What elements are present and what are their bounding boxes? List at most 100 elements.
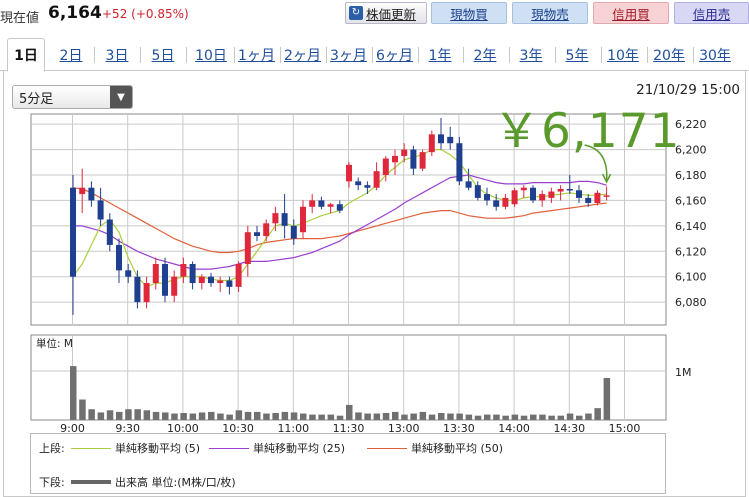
tab-6months[interactable]: 6ヶ月 [372, 42, 417, 68]
legend-line-ma50 [367, 447, 407, 449]
price-tick-label: 6,120 [675, 245, 707, 258]
tab-5days[interactable]: 5日 [145, 42, 181, 68]
candle-body [456, 143, 463, 182]
volume-bar [198, 412, 206, 420]
tab-1year[interactable]: 1年 [418, 42, 462, 68]
ma25-line [73, 174, 607, 270]
tab-10days[interactable]: 10日 [189, 42, 233, 68]
volume-bar [438, 412, 445, 420]
candle-body [438, 134, 444, 144]
update-price-label: 株価更新 [366, 6, 417, 22]
current-price-label: 現在値 [0, 11, 40, 26]
candle [244, 225, 251, 277]
tab-2days[interactable]: 2日 [53, 42, 89, 68]
legend-ma5-label: 単純移動平均 (5) [115, 442, 201, 455]
tab-1month[interactable]: 1ヶ月 [234, 42, 279, 68]
volume-bar [594, 408, 601, 420]
candle [198, 274, 205, 290]
legend-ma5: 単純移動平均 (5) [71, 440, 200, 456]
tab-label: 5年 [565, 48, 589, 64]
candle-body [511, 190, 518, 205]
volume-bar [548, 415, 555, 420]
candle-body [309, 200, 316, 207]
candle-body [566, 188, 573, 191]
tab-3days[interactable]: 3日 [99, 42, 135, 68]
candle-body [447, 136, 454, 144]
volume-bar [364, 413, 371, 420]
margin-buy-button[interactable]: 信用買 [593, 2, 669, 24]
legend-line-volume [71, 480, 111, 484]
candle-body [419, 152, 426, 169]
tab-3years[interactable]: 3年 [509, 42, 553, 68]
volume-bar [180, 412, 187, 420]
candle-body [346, 164, 352, 182]
candle-body [281, 213, 288, 226]
tab-1day[interactable]: 1日 [7, 38, 45, 72]
candle-body [401, 149, 408, 156]
volume-bar [143, 410, 151, 420]
price-tick-label: 6,180 [675, 169, 707, 182]
volume-bar [300, 413, 307, 420]
spot-buy-button[interactable]: 現物買 [431, 2, 507, 24]
price-change: +52 (+0.85%) [102, 7, 189, 21]
update-price-button[interactable]: ↻ 株価更新 [345, 2, 427, 24]
tab-2months[interactable]: 2ヶ月 [280, 42, 325, 68]
time-tick-label: 10:30 [222, 422, 254, 435]
tab-label: 20年 [653, 48, 685, 64]
candle-body [336, 204, 343, 211]
volume-bar [557, 415, 565, 420]
time-tick-label: 9:30 [115, 422, 140, 435]
candle [189, 261, 196, 290]
legend-ma25: 単純移動平均 (25) [209, 440, 345, 456]
volume-bar [474, 415, 482, 420]
volume-bar [79, 399, 86, 420]
interval-select[interactable]: 5分足 ▼ [12, 85, 133, 109]
candle [603, 186, 610, 201]
candle-body [88, 187, 95, 201]
legend-upper-label: 上段: [39, 442, 65, 455]
spot-sell-button[interactable]: 現物売 [512, 2, 588, 24]
candle-body [226, 280, 233, 287]
candle [474, 181, 481, 201]
margin-sell-button[interactable]: 信用売 [674, 2, 749, 24]
candle [585, 194, 592, 207]
tab-5years[interactable]: 5年 [555, 42, 599, 68]
candle [97, 187, 104, 226]
candle [410, 145, 417, 176]
legend-line-ma5 [71, 447, 111, 449]
volume-bar [208, 411, 215, 420]
candle-body [484, 194, 490, 201]
candle-body [263, 223, 270, 237]
candle [364, 181, 371, 195]
annotation-arrowhead [601, 173, 612, 184]
tab-2years[interactable]: 2年 [463, 42, 507, 68]
candle [88, 181, 95, 207]
volume-bar [576, 415, 583, 420]
volume-tick-label: 1M [675, 366, 692, 379]
tab-label: 30年 [699, 48, 731, 64]
candle [511, 187, 518, 207]
candle [548, 187, 555, 203]
tab-label: 1日 [14, 48, 38, 64]
tab-10years[interactable]: 10年 [601, 42, 645, 68]
candle [162, 257, 168, 303]
tab-20years[interactable]: 20年 [647, 42, 691, 68]
tab-3months[interactable]: 3ヶ月 [326, 42, 371, 68]
candle-body [557, 188, 564, 192]
candle-body [134, 276, 141, 303]
candle [566, 175, 573, 195]
margin-buy-label: 信用買 [612, 6, 650, 22]
annotation-price: ￥6,171 [493, 104, 681, 159]
legend-ma25-label: 単純移動平均 (25) [253, 442, 346, 455]
volume-bar [511, 414, 519, 420]
candle-body [327, 204, 334, 207]
candle [447, 126, 454, 150]
volume-bar [493, 414, 500, 420]
candle-body [272, 213, 279, 224]
volume-bar [152, 411, 160, 420]
volume-bar [217, 413, 224, 420]
volume-unit-label: 単位: M [36, 337, 73, 350]
candle-body [180, 263, 187, 277]
tab-30years[interactable]: 30年 [693, 42, 737, 68]
candle [456, 136, 463, 186]
